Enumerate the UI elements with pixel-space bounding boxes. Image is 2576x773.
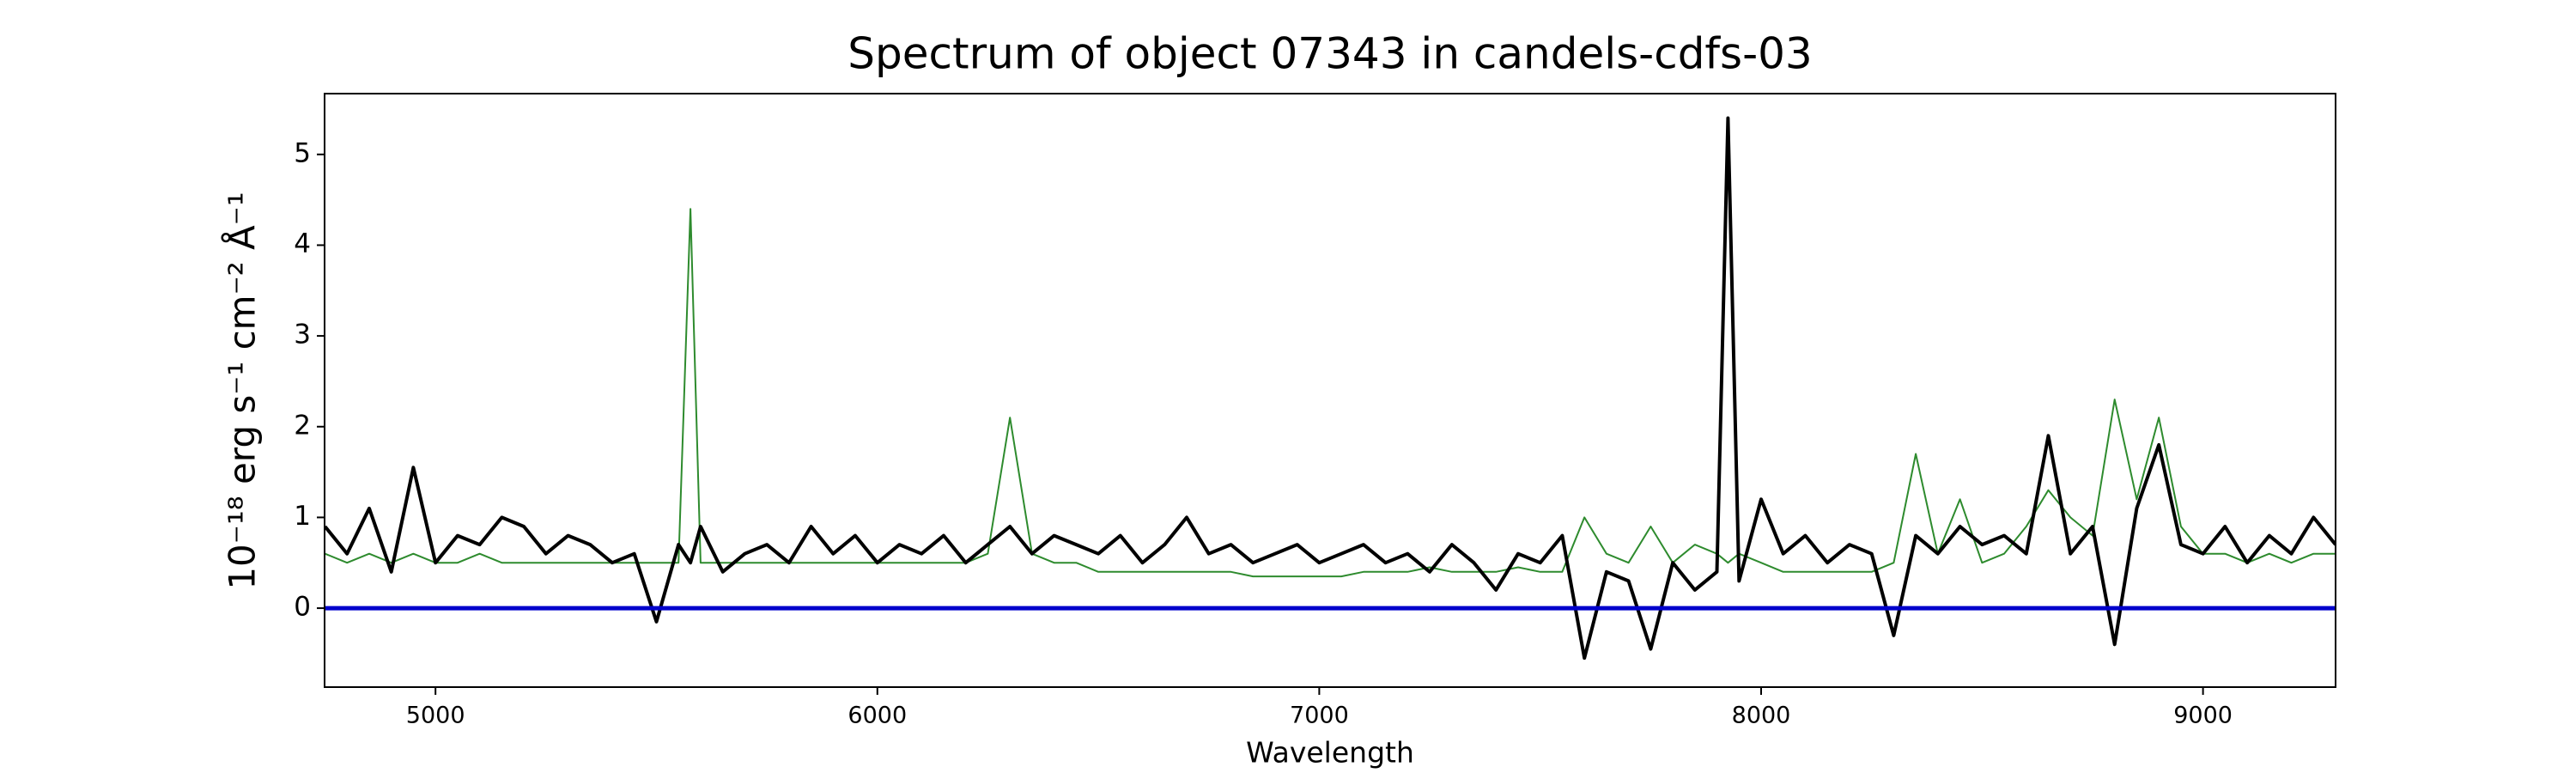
x-tick-label: 7000 <box>1290 703 1349 729</box>
x-tick-label: 5000 <box>406 703 465 729</box>
plot-frame <box>324 93 2336 688</box>
spectrum-line <box>325 116 2336 660</box>
y-tick-label: 4 <box>294 228 311 259</box>
x-axis-label: Wavelength <box>1246 736 1414 770</box>
x-tick-label: 6000 <box>848 703 907 729</box>
y-tick-label: 2 <box>294 410 311 441</box>
y-tick-label: 5 <box>294 137 311 168</box>
y-tick-label: 1 <box>294 501 311 532</box>
y-tick-label: 3 <box>294 320 311 350</box>
spectrum-line <box>325 208 2336 578</box>
chart-title: Spectrum of object 07343 in candels-cdfs… <box>848 29 1813 79</box>
y-axis-label: 10⁻¹⁸ erg s⁻¹ cm⁻² Å⁻¹ <box>221 192 264 589</box>
y-tick-label: 0 <box>294 592 311 623</box>
x-tick-label: 9000 <box>2173 703 2233 729</box>
x-tick-label: 8000 <box>1732 703 1791 729</box>
